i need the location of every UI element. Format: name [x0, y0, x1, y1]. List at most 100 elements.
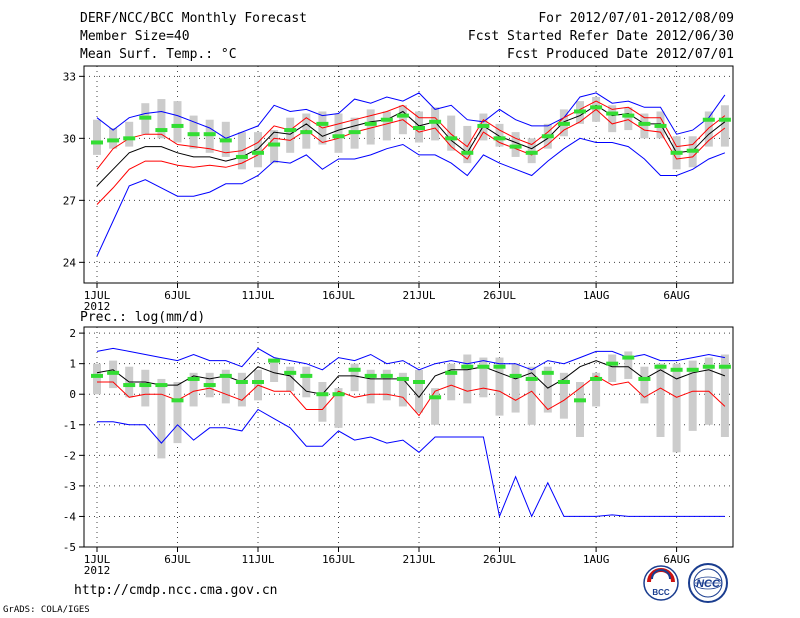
ensemble-mean-mark [590, 105, 603, 110]
x-tick-label: 16JUL [322, 289, 355, 302]
spread-box [302, 366, 311, 398]
ensemble-mean-mark [380, 373, 393, 378]
ensemble-mean-mark [396, 113, 409, 118]
ensemble-mean-mark [91, 373, 103, 378]
y-tick-label: 0 [69, 388, 76, 401]
ensemble-mean-mark [429, 119, 442, 124]
chart-title: DERF/NCC/BCC Monthly Forecast [80, 11, 307, 26]
spread-box [559, 372, 568, 419]
ensemble-mean-mark [203, 132, 216, 137]
spread-box [270, 360, 279, 382]
ensemble-mean-mark [139, 115, 152, 120]
spread-box [286, 366, 295, 392]
ensemble-mean-mark [91, 140, 103, 145]
y-tick-label: -3 [63, 480, 76, 493]
ensemble-mean-mark [155, 383, 168, 388]
plot-frame [83, 65, 734, 284]
series-line-p75 [96, 100, 726, 170]
x-tick-label: 6JUL [164, 553, 191, 566]
source-url[interactable]: http://cmdp.ncc.cma.gov.cn [74, 583, 278, 598]
ensemble-mean-mark [123, 383, 136, 388]
ensemble-mean-mark [606, 361, 619, 366]
spread-box [173, 101, 182, 143]
bcc-logo: BCC [643, 565, 679, 601]
variable-label: Mean Surf. Temp.: °C [80, 47, 237, 62]
x-tick-label: 1JUL [84, 553, 111, 566]
ensemble-mean-mark [590, 376, 603, 381]
x-tick-label: 26JUL [483, 553, 516, 566]
ensemble-mean-mark [638, 376, 651, 381]
ensemble-mean-mark [574, 398, 586, 403]
ensemble-mean-mark [654, 123, 667, 128]
ensemble-mean-mark [670, 150, 683, 155]
spread-box [463, 125, 472, 164]
ensemble-mean-mark [316, 121, 329, 126]
ensemble-mean-mark [525, 150, 538, 155]
series-line-min [97, 408, 725, 519]
bcc-logo-text: BCC [652, 588, 670, 597]
spread-box [431, 388, 440, 425]
spread-box [479, 357, 488, 398]
produced-date: Fcst Produced Date 2012/07/01 [507, 47, 734, 62]
spread-box [592, 372, 601, 407]
ensemble-mean-mark [364, 373, 377, 378]
spread-box [672, 363, 681, 453]
spread-box [189, 372, 198, 407]
ensemble-mean-mark [284, 128, 297, 133]
x-tick-label: 21JUL [402, 289, 435, 302]
spread-box [527, 138, 536, 164]
x-tick-label: 16JUL [322, 553, 355, 566]
ensemble-mean-mark [445, 370, 458, 375]
y-tick-label: -1 [63, 419, 76, 432]
spread-box [350, 363, 359, 392]
spread-box [511, 132, 520, 157]
x-tick-label: 1AUG [583, 289, 610, 302]
spread-box [720, 354, 729, 437]
spread-box [463, 354, 472, 404]
spread-box [254, 132, 262, 168]
spread-box [125, 121, 134, 147]
spread-box [173, 382, 182, 444]
spread-box [382, 111, 391, 141]
spread-box [624, 351, 633, 379]
ensemble-mean-mark [123, 136, 136, 141]
spread-box [704, 111, 713, 147]
ensemble-mean-mark [348, 367, 361, 372]
spread-box [624, 107, 633, 131]
ensemble-mean-mark [316, 392, 329, 397]
spread-box [608, 105, 617, 133]
ensemble-mean-mark [429, 395, 442, 400]
spread-box [318, 382, 327, 422]
ensemble-mean-mark [461, 150, 474, 155]
x-tick-label: 1JUL [84, 289, 111, 302]
ensemble-mean-mark [477, 364, 490, 369]
series-line-max [96, 347, 725, 371]
spread-box [543, 366, 552, 413]
ensemble-mean-mark [252, 150, 264, 155]
ensemble-mean-mark [332, 392, 345, 397]
ensemble-mean-mark [525, 376, 538, 381]
plot-frame [83, 326, 734, 548]
spread-box [205, 119, 214, 153]
spread-box [286, 117, 295, 153]
y-tick-label: -4 [63, 510, 77, 523]
spread-box [382, 369, 391, 401]
ensemble-mean-mark [493, 364, 506, 369]
ensemble-mean-mark [702, 117, 715, 122]
ensemble-mean-mark [171, 123, 184, 128]
ensemble-mean-mark [541, 134, 554, 139]
x-tick-label: 6JUL [164, 289, 191, 302]
spread-box [608, 354, 617, 382]
x-tick-year: 2012 [84, 300, 111, 313]
spread-box [640, 366, 649, 404]
ensemble-mean-mark [107, 370, 120, 375]
ensemble-mean-mark [139, 383, 152, 388]
ensemble-mean-mark [107, 138, 120, 143]
ensemble-mean-mark [686, 367, 699, 372]
spread-box [447, 115, 456, 151]
ensemble-mean-mark [219, 373, 232, 378]
ensemble-mean-mark [284, 370, 297, 375]
ensemble-mean-mark [461, 364, 474, 369]
